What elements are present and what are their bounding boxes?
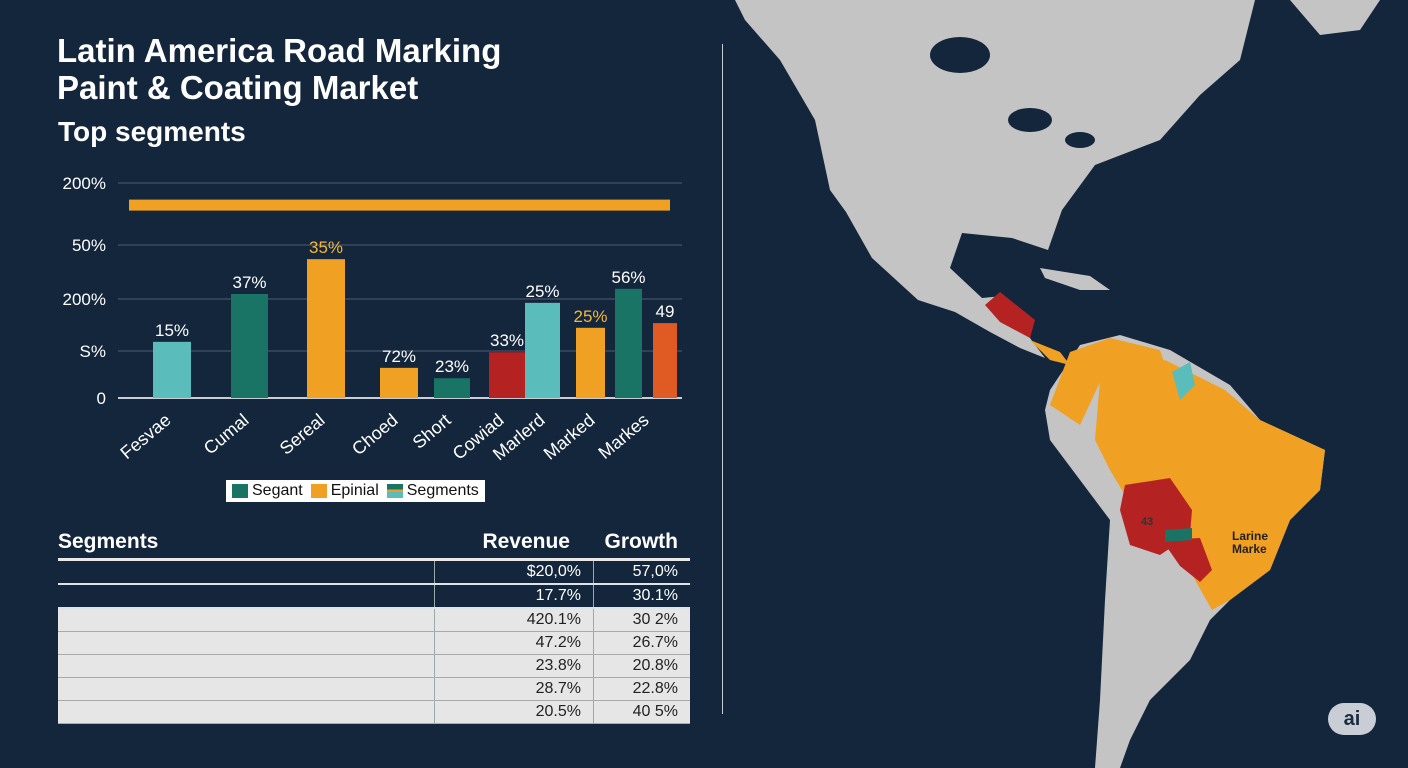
- title-line-2: Paint & Coating Market: [57, 69, 419, 106]
- table-row: 23.8% 20.8%: [58, 655, 690, 678]
- segment-cell: [58, 632, 435, 654]
- growth-cell: 30.1%: [632, 587, 678, 604]
- header-segments: Segments: [58, 530, 159, 553]
- segment-cell: [58, 585, 435, 607]
- legend-label: Segments: [406, 482, 479, 499]
- paraguay-region: [1162, 538, 1212, 582]
- map-label-line-1: Larine: [1232, 529, 1269, 543]
- revenue-cell: 17.7%: [435, 585, 594, 607]
- table-row: $20,0% 57,0%: [58, 561, 690, 585]
- x-tick-label: Markes: [595, 410, 653, 463]
- title-line-1: Latin America Road Marking: [57, 32, 502, 69]
- segment-cell: [58, 678, 435, 700]
- x-tick-label: Choed: [348, 410, 401, 459]
- map-label: Larine Marke: [1232, 530, 1268, 556]
- map-region-number: 43: [1141, 516, 1154, 528]
- bar: [231, 294, 268, 398]
- bar: [653, 323, 677, 398]
- bar: [615, 288, 642, 398]
- legend-swatch: [310, 484, 327, 498]
- x-tick-label: Marked: [540, 410, 599, 464]
- growth-cell: 57,0%: [632, 563, 678, 580]
- greenland: [1290, 0, 1380, 35]
- growth-cell: 22.8%: [632, 680, 678, 697]
- revenue-cell: 420.1%: [435, 609, 594, 631]
- table-row: 17.7% 30.1%: [58, 585, 690, 609]
- growth-cell: 30 2%: [632, 611, 678, 628]
- brazil-region: [1095, 360, 1325, 610]
- x-tick-label: Fesvae: [116, 410, 174, 463]
- revenue-cell: 23.8%: [435, 655, 594, 677]
- growth-cell: 40 5%: [632, 703, 678, 720]
- y-tick-label: 50%: [72, 236, 106, 255]
- legend-item: Epinial: [310, 482, 379, 500]
- x-tick-label: Short: [409, 410, 455, 453]
- x-tick-label: Sereal: [276, 410, 329, 459]
- data-label: 25%: [573, 307, 607, 326]
- page-title: Latin America Road Marking Paint & Coatin…: [57, 32, 501, 106]
- central-america-region: [985, 292, 1035, 338]
- data-label: 35%: [309, 238, 343, 257]
- legend-swatch: [386, 484, 403, 498]
- segment-cell: [58, 701, 435, 723]
- y-tick-label: S%: [80, 342, 106, 361]
- bar-chart: 0 S% 200% 50% 200% 15% 37% 35% 72% 23% 33% 25% 25% 56…: [63, 174, 682, 464]
- data-label: 37%: [232, 273, 266, 292]
- panama-region: [1030, 340, 1070, 365]
- map-label-line-2: Marke: [1232, 542, 1267, 556]
- bar: [153, 341, 191, 398]
- bar: [434, 378, 470, 398]
- segment-cell: [58, 609, 435, 631]
- bar: [307, 259, 345, 398]
- table-row: 20.5% 40 5%: [58, 701, 690, 724]
- data-label: 23%: [435, 357, 469, 376]
- paraguay-strip: [1165, 528, 1192, 542]
- y-tick-label: 200%: [63, 174, 106, 193]
- caribbean: [1040, 268, 1110, 290]
- segment-cell: [58, 655, 435, 677]
- data-label: 49: [656, 302, 675, 321]
- table-row: 28.7% 22.8%: [58, 678, 690, 701]
- guiana-region: [1172, 362, 1195, 400]
- revenue-cell: $20,0%: [435, 561, 594, 583]
- table-header: Segments Revenue Growth: [58, 530, 690, 561]
- table-row: 47.2% 26.7%: [58, 632, 690, 655]
- legend-label: Epinial: [330, 482, 379, 499]
- data-label: 25%: [525, 282, 559, 301]
- data-label: 33%: [490, 331, 524, 350]
- revenue-cell: 28.7%: [435, 678, 594, 700]
- segments-table: Segments Revenue Growth $20,0% 57,0% 17.7%…: [58, 530, 690, 724]
- header-revenue: Revenue: [482, 530, 570, 553]
- revenue-cell: 47.2%: [435, 632, 594, 654]
- chart-subtitle: Top segments: [58, 116, 246, 147]
- table-row: 420.1% 30 2%: [58, 609, 690, 632]
- y-tick-label: 0: [97, 389, 106, 408]
- north-america: [735, 0, 1255, 358]
- legend-item: Segant: [232, 482, 303, 500]
- data-label: 15%: [155, 321, 189, 340]
- legend-swatch: [232, 484, 248, 498]
- x-tick-label: Cumal: [200, 410, 253, 459]
- revenue-cell: 20.5%: [435, 701, 594, 723]
- growth-cell: 26.7%: [632, 634, 678, 651]
- divider: [722, 44, 723, 714]
- legend-item: Segments: [386, 482, 479, 500]
- data-label: 72%: [382, 347, 416, 366]
- data-label: 56%: [611, 268, 645, 287]
- growth-cell: 20.8%: [632, 657, 678, 674]
- segment-cell: [58, 561, 435, 583]
- y-tick-label: 200%: [63, 290, 106, 309]
- chart-legend: Segant Epinial Segments: [226, 480, 485, 502]
- bar: [576, 327, 605, 398]
- ai-badge: ai: [1328, 703, 1376, 735]
- bar: [489, 352, 525, 398]
- reference-band: [129, 199, 670, 211]
- header-growth: Growth: [604, 530, 679, 553]
- venezuela-colombia-region: [1050, 338, 1170, 425]
- bar: [380, 367, 418, 398]
- bar: [525, 302, 560, 398]
- legend-label: Segant: [252, 482, 303, 499]
